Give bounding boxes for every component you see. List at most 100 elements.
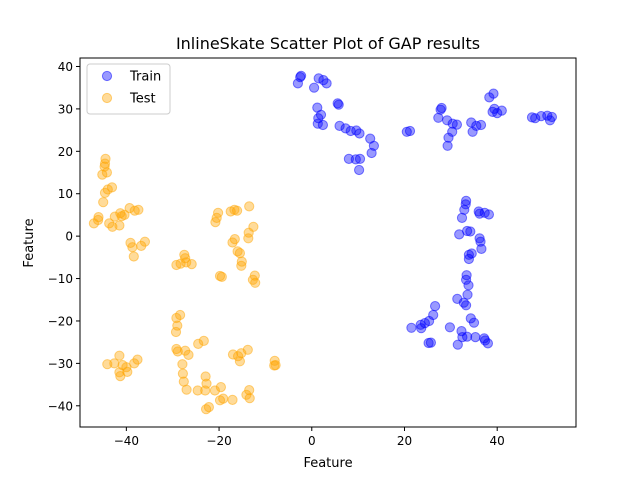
data-point: [366, 147, 377, 159]
data-point: [193, 338, 204, 349]
data-point: [496, 105, 507, 116]
data-point: [470, 332, 481, 343]
data-point: [106, 182, 118, 193]
data-point: [177, 359, 188, 370]
data-point: [315, 109, 327, 120]
plot-area: [88, 70, 558, 415]
data-point: [114, 220, 125, 231]
data-point: [203, 402, 214, 413]
data-point: [128, 251, 139, 262]
data-point: [109, 358, 120, 369]
x-tick-label: 20: [397, 434, 412, 448]
legend: Train Test: [86, 63, 171, 115]
data-point: [465, 226, 476, 237]
data-point: [463, 253, 474, 265]
data-point: [210, 217, 221, 228]
data-point: [354, 164, 365, 176]
x-tick-label: 40: [490, 434, 505, 448]
data-point: [99, 161, 110, 172]
data-point: [488, 88, 499, 99]
data-point: [425, 337, 436, 348]
data-point: [218, 393, 229, 404]
data-point: [236, 260, 247, 271]
data-point: [177, 368, 188, 379]
data-point: [186, 259, 197, 270]
y-tick-label: −30: [48, 357, 73, 371]
data-point: [216, 271, 227, 282]
y-tick-label: 20: [58, 145, 73, 159]
data-point: [213, 207, 224, 218]
data-point: [460, 199, 471, 210]
data-point: [442, 115, 453, 126]
data-point: [309, 82, 320, 93]
data-point: [443, 132, 454, 143]
data-point: [354, 128, 365, 139]
y-tick-label: 0: [65, 230, 73, 244]
data-point: [139, 236, 150, 247]
data-point: [214, 395, 226, 406]
y-tick-label: 30: [58, 102, 73, 116]
data-point: [244, 201, 255, 212]
data-point: [467, 126, 478, 137]
data-point: [175, 309, 186, 321]
series-train: [292, 70, 558, 350]
data-point: [200, 385, 211, 396]
x-tick-label: −20: [206, 434, 231, 448]
data-point: [209, 385, 220, 396]
data-point: [544, 115, 556, 126]
y-tick-label: 10: [58, 187, 73, 201]
data-point: [466, 248, 477, 259]
data-point: [232, 205, 243, 216]
data-point: [475, 119, 487, 131]
data-point: [227, 394, 238, 405]
data-point: [461, 195, 472, 206]
legend-label: Test: [129, 92, 156, 107]
data-point: [461, 300, 472, 311]
data-point: [234, 356, 245, 367]
legend-marker: [101, 70, 113, 82]
data-point: [482, 338, 493, 349]
data-point: [234, 248, 245, 259]
data-point: [215, 382, 226, 393]
data-point: [192, 385, 203, 396]
data-point: [172, 346, 183, 357]
data-point: [183, 349, 194, 360]
data-point: [340, 123, 351, 134]
data-point: [333, 99, 344, 110]
data-point: [98, 197, 109, 208]
data-point: [181, 384, 192, 395]
data-point: [452, 293, 463, 304]
legend-marker: [101, 92, 113, 104]
data-point: [198, 335, 209, 346]
data-point: [436, 102, 447, 114]
data-point: [321, 78, 332, 89]
y-axis-label: Feature: [22, 218, 37, 267]
data-point: [270, 360, 281, 371]
data-point: [93, 212, 104, 223]
data-point: [483, 209, 494, 220]
y-tick-label: 40: [58, 60, 73, 74]
data-point: [404, 125, 416, 137]
data-point: [129, 205, 140, 216]
data-point: [97, 169, 108, 180]
y-tick-label: −10: [48, 272, 73, 286]
data-point: [244, 393, 255, 404]
data-point: [442, 140, 453, 151]
data-point: [133, 204, 144, 215]
data-point: [462, 225, 473, 237]
data-point: [317, 119, 328, 131]
data-point: [243, 233, 254, 244]
data-point: [334, 120, 345, 132]
axes-frame: [79, 57, 577, 428]
data-point: [132, 354, 143, 365]
data-point: [461, 274, 472, 285]
data-point: [127, 242, 138, 253]
chart-title: InlineSkate Scatter Plot of GAP results: [176, 34, 480, 53]
series-test: [88, 153, 281, 415]
data-point: [354, 153, 366, 164]
x-tick-label: 0: [308, 434, 316, 448]
data-point: [463, 280, 474, 291]
data-point: [476, 243, 487, 254]
data-point: [93, 214, 104, 226]
